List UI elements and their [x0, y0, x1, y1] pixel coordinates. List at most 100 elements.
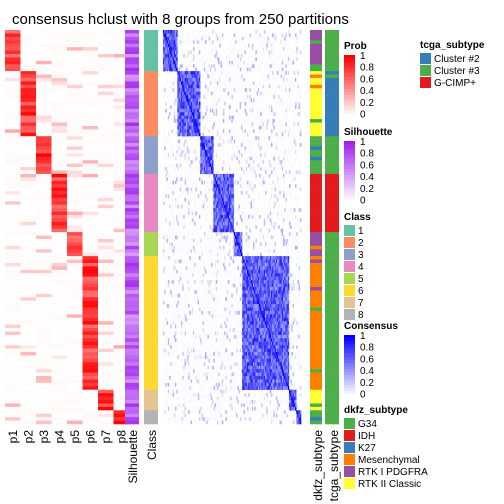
silhouette-cell — [125, 393, 139, 397]
consensus-cell — [176, 30, 178, 34]
consensus-cell — [173, 150, 175, 154]
prob-cell — [36, 153, 52, 157]
prob-cell — [52, 280, 68, 284]
consensus-cell — [227, 119, 229, 123]
consensus-cell — [222, 167, 224, 171]
consensus-cell — [275, 253, 277, 257]
consensus-cell — [260, 140, 262, 144]
consensus-cell — [266, 92, 268, 96]
prob-cell — [21, 174, 37, 178]
consensus-cell — [167, 157, 169, 161]
consensus-cell — [242, 167, 244, 171]
consensus-cell — [206, 208, 208, 212]
consensus-cell — [203, 205, 205, 209]
consensus-cell — [210, 277, 212, 281]
consensus-cell — [187, 273, 189, 277]
consensus-cell — [235, 170, 237, 174]
consensus-cell — [267, 75, 269, 79]
consensus-cell — [272, 212, 274, 216]
consensus-cell — [200, 194, 202, 198]
prob-cell — [5, 366, 21, 370]
consensus-cell — [282, 119, 284, 123]
consensus-cell — [245, 102, 247, 106]
prob-cell — [36, 177, 52, 181]
prob-cell — [67, 123, 83, 127]
consensus-cell — [264, 88, 266, 92]
prob-cell — [67, 386, 83, 390]
consensus-cell — [295, 242, 297, 246]
consensus-cell — [259, 129, 261, 133]
consensus-cell — [230, 112, 232, 116]
consensus-cell — [249, 37, 251, 41]
prob-cell — [83, 99, 99, 103]
prob-cell — [5, 81, 21, 85]
prob-cell — [98, 345, 114, 349]
consensus-cell — [231, 160, 233, 164]
prob-cell — [52, 403, 68, 407]
consensus-cell — [299, 126, 301, 130]
prob-cell — [21, 184, 37, 188]
consensus-cell — [164, 146, 166, 150]
consensus-cell — [300, 225, 302, 229]
prob-cell — [83, 400, 99, 404]
consensus-cell — [300, 64, 302, 68]
consensus-cell — [246, 44, 248, 48]
prob-cell — [52, 242, 68, 246]
consensus-cell — [246, 30, 248, 34]
consensus-cell — [231, 68, 233, 72]
prob-cell — [67, 85, 83, 89]
consensus-cell — [296, 54, 298, 58]
consensus-cell — [258, 68, 260, 72]
consensus-cell — [181, 184, 183, 188]
consensus-cell — [221, 260, 223, 264]
prob-cell — [21, 40, 37, 44]
consensus-cell — [197, 242, 199, 246]
prob-cell — [5, 266, 21, 270]
consensus-cell — [168, 119, 170, 123]
consensus-cell — [211, 92, 213, 96]
consensus-cell — [288, 191, 290, 195]
prob-cell — [83, 222, 99, 226]
consensus-cell — [169, 205, 171, 209]
consensus-cell — [271, 143, 273, 147]
consensus-cell — [209, 188, 211, 192]
consensus-cell — [193, 194, 195, 198]
consensus-cell — [168, 194, 170, 198]
silhouette-cell — [125, 218, 139, 222]
prob-cell — [21, 164, 37, 168]
prob-cell — [67, 212, 83, 216]
prob-cell — [83, 383, 99, 387]
silhouette-cell — [125, 81, 139, 85]
prob-cell — [21, 205, 37, 209]
silhouette-cell — [125, 146, 139, 150]
consensus-cell — [257, 157, 259, 161]
prob-cell — [83, 297, 99, 301]
silhouette-cell — [125, 160, 139, 164]
prob-cell — [52, 51, 68, 55]
consensus-cell — [234, 205, 236, 209]
prob-cell — [5, 232, 21, 236]
consensus-cell — [285, 218, 287, 222]
consensus-cell — [299, 256, 301, 260]
consensus-cell — [265, 174, 267, 178]
consensus-cell — [169, 242, 171, 246]
consensus-cell — [260, 242, 262, 246]
prob-cell — [52, 85, 68, 89]
consensus-cell — [169, 112, 171, 116]
consensus-cell — [263, 95, 265, 99]
prob-cell — [52, 229, 68, 233]
consensus-cell — [241, 112, 243, 116]
prob-cell — [83, 92, 99, 96]
prob-cell — [5, 218, 21, 222]
prob-cell — [67, 239, 83, 243]
consensus-cell — [291, 205, 293, 209]
consensus-cell — [252, 105, 254, 109]
consensus-cell — [189, 57, 191, 61]
consensus-cell — [241, 30, 243, 34]
prob-cell — [83, 345, 99, 349]
prob-cell — [52, 68, 68, 72]
consensus-cell — [245, 33, 247, 37]
consensus-cell — [201, 126, 203, 130]
silhouette-cell — [125, 194, 139, 198]
consensus-cell — [200, 57, 202, 61]
